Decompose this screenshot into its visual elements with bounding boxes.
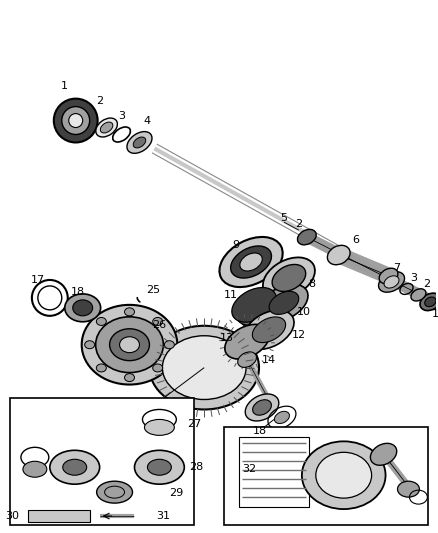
Ellipse shape	[240, 253, 262, 271]
Ellipse shape	[164, 341, 174, 349]
Text: 29: 29	[170, 488, 184, 498]
Ellipse shape	[63, 459, 87, 475]
Ellipse shape	[236, 290, 280, 325]
Text: 31: 31	[156, 511, 170, 521]
Ellipse shape	[148, 459, 171, 475]
Ellipse shape	[149, 326, 259, 409]
Text: 18: 18	[253, 426, 267, 437]
Text: 5: 5	[280, 213, 287, 223]
Ellipse shape	[124, 308, 134, 316]
Ellipse shape	[82, 305, 177, 384]
Ellipse shape	[50, 450, 99, 484]
Text: 3: 3	[118, 110, 125, 120]
Ellipse shape	[23, 461, 47, 477]
Text: 2: 2	[295, 219, 303, 229]
Ellipse shape	[65, 294, 101, 322]
Ellipse shape	[252, 317, 286, 343]
Text: 30: 30	[5, 511, 19, 521]
Ellipse shape	[425, 297, 436, 306]
Bar	[224, 427, 428, 525]
Ellipse shape	[275, 411, 290, 424]
Ellipse shape	[162, 336, 246, 400]
Ellipse shape	[133, 137, 146, 148]
Text: 14: 14	[262, 354, 276, 365]
Ellipse shape	[316, 453, 371, 498]
Ellipse shape	[302, 441, 385, 509]
Text: 12: 12	[292, 330, 306, 340]
Text: 2: 2	[96, 95, 103, 106]
Ellipse shape	[95, 317, 163, 373]
Ellipse shape	[327, 245, 350, 265]
Text: 25: 25	[146, 285, 160, 295]
Ellipse shape	[260, 284, 308, 321]
Bar	[239, 438, 309, 507]
Text: 3: 3	[410, 273, 417, 283]
Ellipse shape	[297, 229, 316, 245]
Ellipse shape	[110, 329, 149, 361]
Ellipse shape	[378, 272, 405, 292]
Bar	[28, 510, 90, 522]
Ellipse shape	[153, 318, 162, 326]
Ellipse shape	[69, 114, 83, 127]
Ellipse shape	[263, 257, 315, 298]
Text: 10: 10	[297, 307, 311, 317]
Ellipse shape	[232, 287, 276, 322]
Bar	[10, 398, 194, 525]
Ellipse shape	[153, 364, 162, 372]
Ellipse shape	[244, 310, 294, 349]
Ellipse shape	[127, 132, 152, 154]
Ellipse shape	[420, 293, 438, 311]
Ellipse shape	[54, 99, 98, 142]
Ellipse shape	[379, 268, 398, 284]
Text: 4: 4	[144, 116, 151, 126]
Ellipse shape	[240, 294, 284, 328]
Ellipse shape	[269, 292, 299, 314]
Ellipse shape	[124, 374, 134, 382]
Ellipse shape	[96, 118, 117, 137]
Ellipse shape	[85, 341, 95, 349]
Text: 11: 11	[224, 290, 238, 300]
Text: 6: 6	[352, 235, 359, 245]
Ellipse shape	[371, 443, 397, 465]
Ellipse shape	[245, 394, 279, 421]
Ellipse shape	[238, 352, 257, 367]
Ellipse shape	[272, 264, 306, 292]
Text: 28: 28	[189, 462, 204, 472]
Text: 7: 7	[393, 263, 400, 273]
Ellipse shape	[384, 276, 399, 288]
Ellipse shape	[253, 400, 272, 415]
Ellipse shape	[231, 246, 272, 278]
Ellipse shape	[134, 450, 184, 484]
Ellipse shape	[398, 481, 420, 497]
Text: 1: 1	[61, 80, 68, 91]
Text: 13: 13	[220, 333, 234, 343]
Ellipse shape	[73, 300, 93, 316]
Ellipse shape	[225, 325, 269, 359]
Text: 8: 8	[308, 279, 315, 289]
Ellipse shape	[411, 289, 426, 301]
Text: 1: 1	[432, 309, 438, 319]
Ellipse shape	[97, 481, 133, 503]
Ellipse shape	[100, 122, 113, 133]
Text: 17: 17	[31, 275, 45, 285]
Text: 9: 9	[233, 240, 240, 250]
Ellipse shape	[145, 419, 174, 435]
Ellipse shape	[96, 364, 106, 372]
Text: 2: 2	[423, 279, 430, 289]
Ellipse shape	[219, 237, 283, 287]
Ellipse shape	[120, 337, 139, 353]
Text: 26: 26	[152, 320, 166, 330]
Text: 27: 27	[187, 419, 201, 430]
Ellipse shape	[96, 318, 106, 326]
Text: 18: 18	[71, 287, 85, 297]
Ellipse shape	[62, 107, 90, 134]
Text: 32: 32	[242, 464, 256, 474]
